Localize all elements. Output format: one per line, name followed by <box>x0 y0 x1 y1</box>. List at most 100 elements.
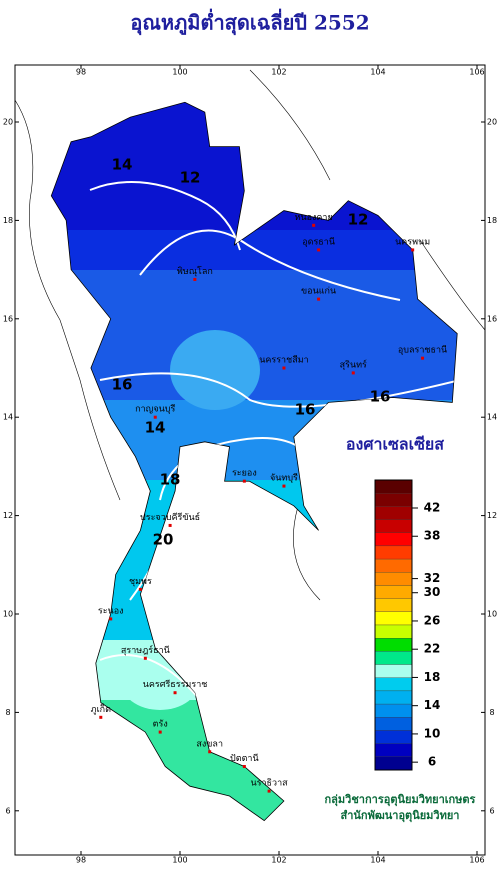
lat-tick-label: 14 <box>3 413 13 422</box>
lat-tick-label: 8 <box>489 708 494 717</box>
place-marker <box>411 248 415 252</box>
legend-label: 14 <box>424 698 441 712</box>
contour-label: 14 <box>112 156 133 174</box>
legend-label: 32 <box>424 571 441 585</box>
place-label: ประจวบคีรีขันธ์ <box>140 511 200 523</box>
contour-label: 18 <box>160 471 181 489</box>
legend-label: 26 <box>424 613 441 627</box>
contour-label: 12 <box>348 211 369 229</box>
place-marker <box>208 750 212 754</box>
credit: กลุ่มวิชาการอุตุนิยมวิทยาเกษตร <box>325 793 476 807</box>
contour-label: 16 <box>295 401 316 419</box>
legend-swatch <box>374 624 413 639</box>
place-marker <box>99 715 103 719</box>
place-label: ขอนแก่น <box>301 287 336 297</box>
contour-label: 20 <box>153 531 174 549</box>
place-marker <box>317 248 321 252</box>
place-label: หนองคาย <box>295 213 333 223</box>
legend-swatch <box>374 519 413 533</box>
lat-tick-label: 6 <box>5 806 10 815</box>
lat-tick-label: 18 <box>3 216 13 225</box>
place-marker <box>109 617 113 621</box>
place-marker <box>242 765 246 769</box>
place-label: สงขลา <box>196 739 223 749</box>
legend-swatch <box>374 638 413 652</box>
title: อุณหภูมิต่ำสุดเฉลี่ยปี 2552 <box>130 8 369 37</box>
place-marker <box>193 277 197 281</box>
place-marker <box>267 789 271 793</box>
legend-swatch <box>374 545 413 560</box>
legend-swatch <box>374 703 413 718</box>
place-label: ภูเก็ต <box>91 702 111 715</box>
legend-label: 30 <box>424 585 441 599</box>
place-label: ระยอง <box>232 469 257 479</box>
legend-swatch <box>374 611 413 626</box>
legend-frame <box>374 479 413 771</box>
lat-tick-label: 6 <box>489 806 494 815</box>
place-label: สุราษฎร์ธานี <box>121 644 170 656</box>
legend-label: 38 <box>424 529 441 543</box>
credit: สำนักพัฒนาอุตุนิยมวิทยา <box>341 809 460 823</box>
place-label: นครราชสีมา <box>259 355 308 366</box>
lat-tick-label: 20 <box>3 118 13 127</box>
place-marker <box>173 691 177 695</box>
place-label: อุดรธานี <box>302 236 335 247</box>
place-label: ชุมพร <box>129 577 152 587</box>
place-marker <box>312 223 316 227</box>
legend-swatch <box>374 664 413 678</box>
legend-swatch <box>374 717 413 731</box>
place-label: กาญจนบุรี <box>135 404 175 415</box>
legend-swatch <box>374 651 413 665</box>
place-marker <box>143 656 147 660</box>
place-label: ปัตตานี <box>230 753 259 764</box>
lon-tick-label: 102 <box>271 856 286 865</box>
place-label: พิษณุโลก <box>177 266 213 277</box>
legend-swatch <box>374 532 413 547</box>
legend-swatch <box>374 572 413 586</box>
place-marker <box>282 484 286 488</box>
lat-tick-label: 16 <box>487 314 497 323</box>
lat-tick-label: 14 <box>487 413 497 422</box>
legend-label: 18 <box>424 670 441 684</box>
lon-tick-label: 100 <box>172 68 187 77</box>
legend-label: 6 <box>428 755 436 769</box>
legend-label: 10 <box>424 726 441 740</box>
contour-label: 12 <box>180 169 201 187</box>
place-marker <box>153 415 157 419</box>
lon-tick-label: 98 <box>76 856 86 865</box>
contour-label: 16 <box>112 376 133 394</box>
legend-swatch <box>374 690 413 705</box>
legend-swatch <box>374 479 413 494</box>
lon-tick-label: 100 <box>172 856 187 865</box>
contour-label: 14 <box>145 419 166 437</box>
legend-label: 22 <box>424 642 441 656</box>
place-label: จันทบุรี <box>270 473 298 484</box>
legend-label: 42 <box>424 501 441 515</box>
place-marker <box>138 587 142 591</box>
place-marker <box>317 297 321 301</box>
lat-tick-label: 8 <box>5 708 10 717</box>
lon-tick-label: 102 <box>271 68 286 77</box>
place-marker <box>242 479 246 483</box>
place-label: อุบลราชธานี <box>398 345 447 356</box>
legend-swatch <box>374 730 413 744</box>
legend-swatch <box>374 506 413 520</box>
place-marker <box>351 371 355 375</box>
zone <box>170 330 260 410</box>
place-marker <box>158 730 162 734</box>
place-label: ตรัง <box>153 720 168 730</box>
legend-swatch <box>374 598 413 612</box>
legend-swatch <box>374 743 413 757</box>
lon-tick-label: 104 <box>370 856 385 865</box>
lat-tick-label: 20 <box>487 118 497 127</box>
legend-swatch <box>374 558 413 573</box>
lon-tick-label: 104 <box>370 68 385 77</box>
place-label: สุรินทร์ <box>340 358 367 370</box>
legend-swatch <box>374 677 413 692</box>
lat-tick-label: 10 <box>487 610 497 619</box>
place-label: นราธิวาส <box>251 778 289 789</box>
legend-swatch <box>374 756 413 771</box>
place-marker <box>421 356 425 360</box>
country-outline <box>50 101 458 822</box>
